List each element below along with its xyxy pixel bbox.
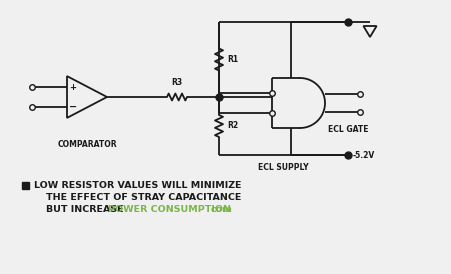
Text: COMPARATOR: COMPARATOR bbox=[57, 140, 117, 149]
Text: -5.2V: -5.2V bbox=[353, 150, 375, 159]
Text: −: − bbox=[69, 102, 77, 112]
Text: +: + bbox=[69, 82, 77, 92]
Bar bbox=[22, 182, 29, 189]
Text: R1: R1 bbox=[227, 55, 238, 64]
Text: ECL GATE: ECL GATE bbox=[327, 125, 368, 134]
Text: THE EFFECT OF STRAY CAPACITANCE: THE EFFECT OF STRAY CAPACITANCE bbox=[46, 193, 241, 202]
Text: R3: R3 bbox=[171, 78, 183, 87]
Text: com: com bbox=[211, 205, 233, 214]
Text: BUT INCREASE: BUT INCREASE bbox=[46, 205, 127, 214]
Text: ECL SUPPLY: ECL SUPPLY bbox=[258, 163, 309, 172]
Text: R2: R2 bbox=[227, 121, 238, 130]
Text: LOW RESISTOR VALUES WILL MINIMIZE: LOW RESISTOR VALUES WILL MINIMIZE bbox=[34, 181, 241, 190]
Text: POWER CONSUMPTION: POWER CONSUMPTION bbox=[108, 205, 231, 214]
